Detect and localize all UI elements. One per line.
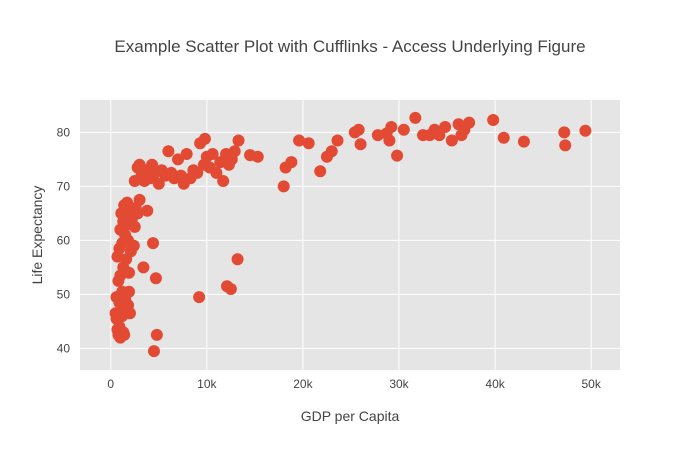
scatter-point[interactable] bbox=[231, 253, 244, 266]
scatter-point[interactable] bbox=[579, 124, 592, 137]
scatter-point[interactable] bbox=[228, 145, 241, 158]
scatter-point[interactable] bbox=[137, 261, 150, 274]
scatter-point[interactable] bbox=[217, 175, 230, 187]
scatter-point[interactable] bbox=[352, 123, 365, 136]
scatter-point[interactable] bbox=[383, 134, 396, 147]
scatter-point[interactable] bbox=[251, 150, 264, 163]
scatter-point[interactable] bbox=[385, 121, 398, 133]
scatter-point[interactable] bbox=[439, 121, 452, 133]
scatter-point[interactable] bbox=[210, 166, 223, 179]
scatter-point[interactable] bbox=[232, 134, 245, 147]
scatter-point[interactable] bbox=[277, 180, 290, 193]
scatter-point[interactable] bbox=[147, 345, 160, 358]
scatter-point[interactable] bbox=[445, 134, 458, 147]
scatter-point[interactable] bbox=[325, 145, 338, 158]
data-points bbox=[109, 111, 592, 358]
scatter-point[interactable] bbox=[133, 193, 146, 206]
scatter-point[interactable] bbox=[118, 328, 131, 341]
scatter-point[interactable] bbox=[206, 148, 219, 160]
scatter-point[interactable] bbox=[152, 177, 165, 190]
scatter-point[interactable] bbox=[487, 113, 500, 126]
scatter-point[interactable] bbox=[391, 149, 404, 162]
chart-title: Example Scatter Plot with Cufflinks - Ac… bbox=[114, 37, 585, 56]
scatter-point[interactable] bbox=[141, 204, 154, 217]
scatter-point[interactable] bbox=[558, 126, 571, 139]
y-axis-title: Life Expectancy bbox=[29, 186, 45, 285]
x-tick-label: 20k bbox=[293, 377, 313, 391]
scatter-point[interactable] bbox=[128, 220, 141, 233]
x-tick-label: 0 bbox=[107, 377, 114, 391]
y-tick-label: 40 bbox=[57, 341, 71, 355]
scatter-point[interactable] bbox=[193, 291, 206, 304]
scatter-point[interactable] bbox=[198, 132, 211, 145]
scatter-point[interactable] bbox=[123, 307, 136, 320]
scatter-point[interactable] bbox=[293, 134, 306, 147]
scatter-point[interactable] bbox=[123, 285, 136, 298]
x-tick-label: 30k bbox=[389, 377, 409, 391]
scatter-point[interactable] bbox=[191, 166, 204, 179]
plot-area bbox=[80, 100, 620, 370]
scatter-point[interactable] bbox=[123, 266, 136, 279]
scatter-point[interactable] bbox=[149, 272, 162, 285]
scatter-point[interactable] bbox=[455, 129, 468, 142]
scatter-point[interactable] bbox=[314, 165, 327, 178]
x-tick-label: 40k bbox=[485, 377, 505, 391]
scatter-point[interactable] bbox=[463, 116, 476, 129]
x-tick-label: 50k bbox=[581, 377, 601, 391]
y-tick-label: 60 bbox=[57, 233, 71, 247]
y-tick-label: 80 bbox=[57, 125, 71, 139]
scatter-point[interactable] bbox=[409, 111, 422, 124]
y-tick-label: 70 bbox=[57, 179, 71, 193]
y-axis-ticks: 40 50 60 70 80 bbox=[57, 125, 71, 355]
x-axis-title: GDP per Capita bbox=[301, 408, 400, 424]
y-tick-label: 50 bbox=[57, 287, 71, 301]
scatter-point[interactable] bbox=[285, 156, 298, 169]
scatter-point[interactable] bbox=[180, 148, 193, 160]
scatter-point[interactable] bbox=[302, 137, 315, 150]
scatter-point[interactable] bbox=[331, 134, 344, 147]
x-axis-ticks: 0 10k 20k 30k 40k 50k bbox=[107, 377, 601, 391]
scatter-point[interactable] bbox=[497, 131, 510, 144]
scatter-point[interactable] bbox=[559, 139, 572, 152]
scatter-point[interactable] bbox=[517, 135, 530, 148]
x-tick-label: 10k bbox=[197, 377, 217, 391]
scatter-point[interactable] bbox=[397, 123, 410, 136]
scatter-point[interactable] bbox=[354, 138, 367, 151]
scatter-point[interactable] bbox=[127, 239, 140, 252]
scatter-point[interactable] bbox=[224, 283, 237, 295]
scatter-point[interactable] bbox=[147, 237, 160, 250]
scatter-point[interactable] bbox=[162, 145, 175, 158]
scatter-point[interactable] bbox=[150, 328, 163, 341]
scatter-point[interactable] bbox=[172, 153, 185, 166]
